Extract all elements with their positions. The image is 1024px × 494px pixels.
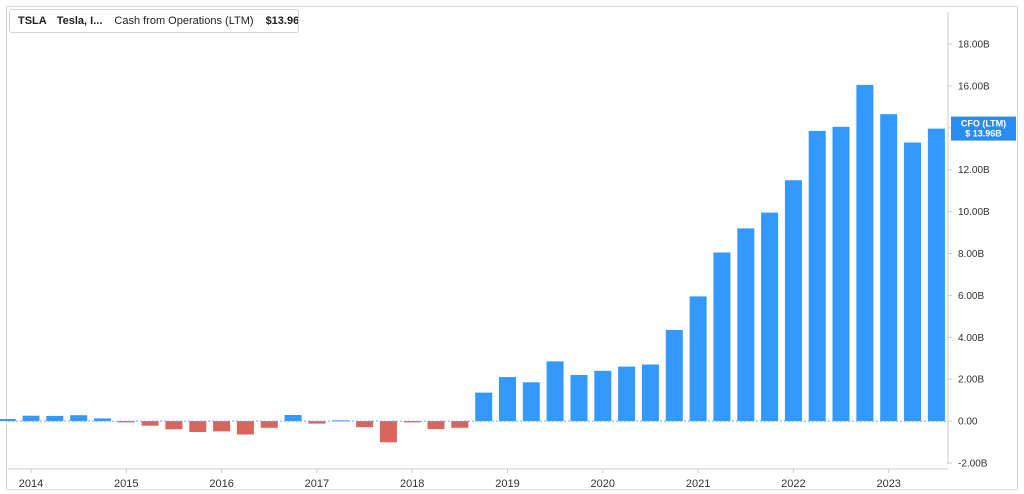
bar-13[interactable] [308,421,326,424]
bar-16[interactable] [379,421,397,443]
y-tick-label: -2.00B [958,459,988,470]
bar-21[interactable] [499,377,516,422]
y-axis: 18.00B16.00B14.00B12.00B10.00B8.00B6.00B… [947,12,990,470]
bar-27[interactable] [641,364,659,422]
x-axis: 2014 2015 2016 2017 2018 2019 2020 2021 2022 2023 [8,468,948,490]
series-legend[interactable]: TSLA Tesla, I... Cash from Operations (L… [9,9,299,33]
bar-9[interactable] [213,421,231,432]
legend-company: Tesla, I... [56,15,103,27]
y-tick-label: 6.00B [958,291,984,302]
bar-17[interactable] [403,421,421,423]
y-tick-label: 16.00B [958,81,990,92]
current-value-flag[interactable]: CFO (LTM) $ 13.96B [951,116,1016,141]
x-tick-label: 2019 [495,478,519,490]
bar-1[interactable] [22,415,40,422]
bar-34[interactable] [808,130,826,422]
bars-group [0,84,945,443]
x-tick-label: 2015 [114,478,138,490]
x-tick-label: 2018 [400,478,424,490]
bar-24[interactable] [570,375,588,422]
x-tick-label: 2021 [686,478,710,490]
x-tick-label: 2017 [305,478,329,490]
bar-4[interactable] [94,418,111,422]
y-tick-label: 8.00B [958,249,984,260]
x-tick-label: 2022 [781,478,805,490]
bar-26[interactable] [618,366,636,422]
y-tick-label: 12.00B [958,165,990,176]
legend-value: $13.96B [265,15,299,27]
bar-39[interactable] [927,128,945,422]
bar-3[interactable] [70,415,88,422]
flag-background [951,116,1016,141]
legend-ticker: TSLA [18,15,47,27]
bar-0[interactable] [0,419,16,422]
bar-35[interactable] [832,126,850,422]
bar-36[interactable] [856,84,874,422]
bar-25[interactable] [594,370,612,422]
x-tick-label: 2020 [591,478,615,490]
bar-32[interactable] [761,212,779,422]
bar-6[interactable] [141,421,159,426]
bar-15[interactable] [356,421,374,428]
x-tick-label: 2016 [209,478,233,490]
bar-11[interactable] [260,421,278,428]
bar-2[interactable] [46,415,64,422]
bar-10[interactable] [236,421,254,435]
legend-metric: Cash from Operations (LTM) [114,15,254,27]
y-tick-label: 4.00B [958,333,984,344]
y-tick-label: 2.00B [958,375,984,386]
bar-12[interactable] [284,415,302,422]
flag-value: $ 13.96B [965,129,1002,139]
bar-23[interactable] [546,361,564,422]
bar-38[interactable] [904,142,921,422]
bar-29[interactable] [689,296,707,422]
bar-19[interactable] [451,421,469,428]
bar-20[interactable] [475,392,493,422]
bar-33[interactable] [784,180,802,422]
flag-label: CFO (LTM) [961,119,1006,129]
bar-18[interactable] [427,421,445,430]
bar-31[interactable] [737,228,755,422]
bar-8[interactable] [189,421,207,432]
bar-28[interactable] [665,330,683,422]
y-tick-label: 18.00B [958,40,990,51]
bar-5[interactable] [117,421,135,423]
y-tick-label: 10.00B [958,207,990,218]
x-tick-label: 2014 [19,478,43,490]
bar-30[interactable] [713,252,731,422]
y-tick-label: 0.00 [958,417,978,428]
bar-22[interactable] [522,382,540,422]
bar-37[interactable] [880,114,898,422]
x-tick-label: 2023 [876,478,900,490]
bar-7[interactable] [165,421,183,430]
